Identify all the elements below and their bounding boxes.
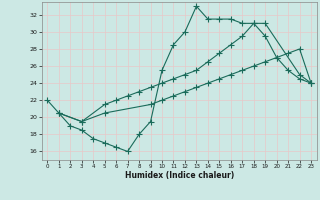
X-axis label: Humidex (Indice chaleur): Humidex (Indice chaleur) — [124, 171, 234, 180]
